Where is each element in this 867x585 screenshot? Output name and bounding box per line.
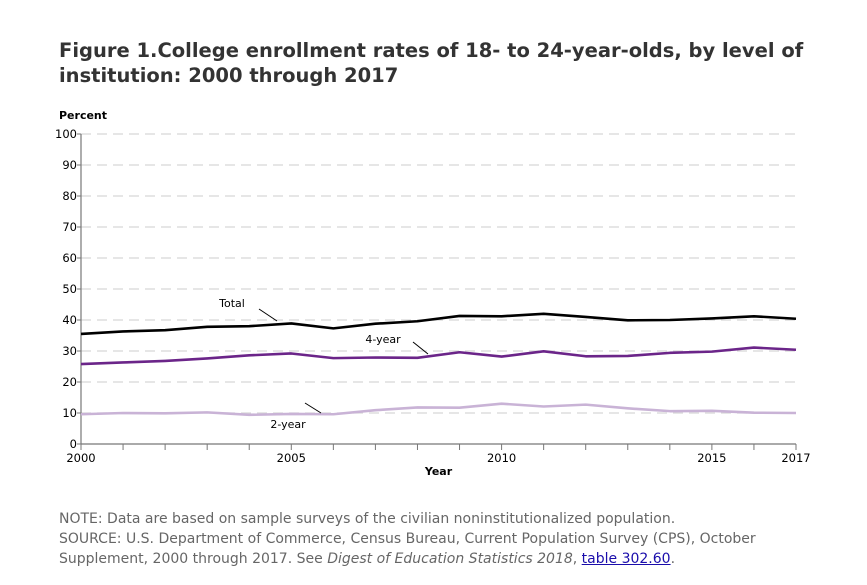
series-line-total <box>80 312 797 336</box>
y-tick-label: 40 <box>62 313 77 327</box>
series-label: Total <box>218 297 245 310</box>
series-line-2-year <box>80 402 797 417</box>
source-end: . <box>670 551 676 567</box>
y-tick-label: 60 <box>62 251 77 265</box>
series-label: 2-year <box>270 418 306 431</box>
y-tick-label: 100 <box>55 127 77 141</box>
y-tick-label: 30 <box>62 344 77 358</box>
y-tick-label: 50 <box>62 282 77 296</box>
label-leader-line <box>412 341 429 355</box>
source-prefix: SOURCE: U.S. Department of Commerce, Cen… <box>59 531 756 567</box>
source-separator: , <box>572 551 582 567</box>
y-tick-label: 20 <box>62 375 77 389</box>
source-publication: Digest of Education Statistics 2018 <box>327 551 573 567</box>
x-tick-label: 2010 <box>487 451 516 465</box>
y-tick-label: 90 <box>62 158 77 172</box>
figure-notes: NOTE: Data are based on sample surveys o… <box>59 509 849 569</box>
y-axis-label: Percent <box>59 109 107 122</box>
x-tick-label: 2017 <box>781 451 810 465</box>
chart-title: Figure 1.College enrollment rates of 18-… <box>59 39 804 87</box>
x-tick-label: 2000 <box>66 451 95 465</box>
series-label: 4-year <box>365 333 401 346</box>
y-tick-label: 80 <box>62 189 77 203</box>
source-text: SOURCE: U.S. Department of Commerce, Cen… <box>59 529 849 569</box>
y-tick-label: 10 <box>62 406 77 420</box>
x-axis-label: Year <box>424 465 453 478</box>
table-link[interactable]: table 302.60 <box>581 551 671 567</box>
label-leader-line <box>258 308 278 322</box>
x-tick-label: 2005 <box>277 451 306 465</box>
series-line-4-year <box>80 346 797 366</box>
note-text: NOTE: Data are based on sample surveys o… <box>59 511 676 527</box>
line-chart: Percent 0 10 20 30 40 50 60 70 80 90 100 2000 2005 201… <box>55 109 811 478</box>
y-tick-label: 0 <box>70 437 77 451</box>
y-tick-label: 70 <box>62 220 77 234</box>
label-leader-line <box>304 402 322 414</box>
x-tick-label: 2015 <box>697 451 726 465</box>
